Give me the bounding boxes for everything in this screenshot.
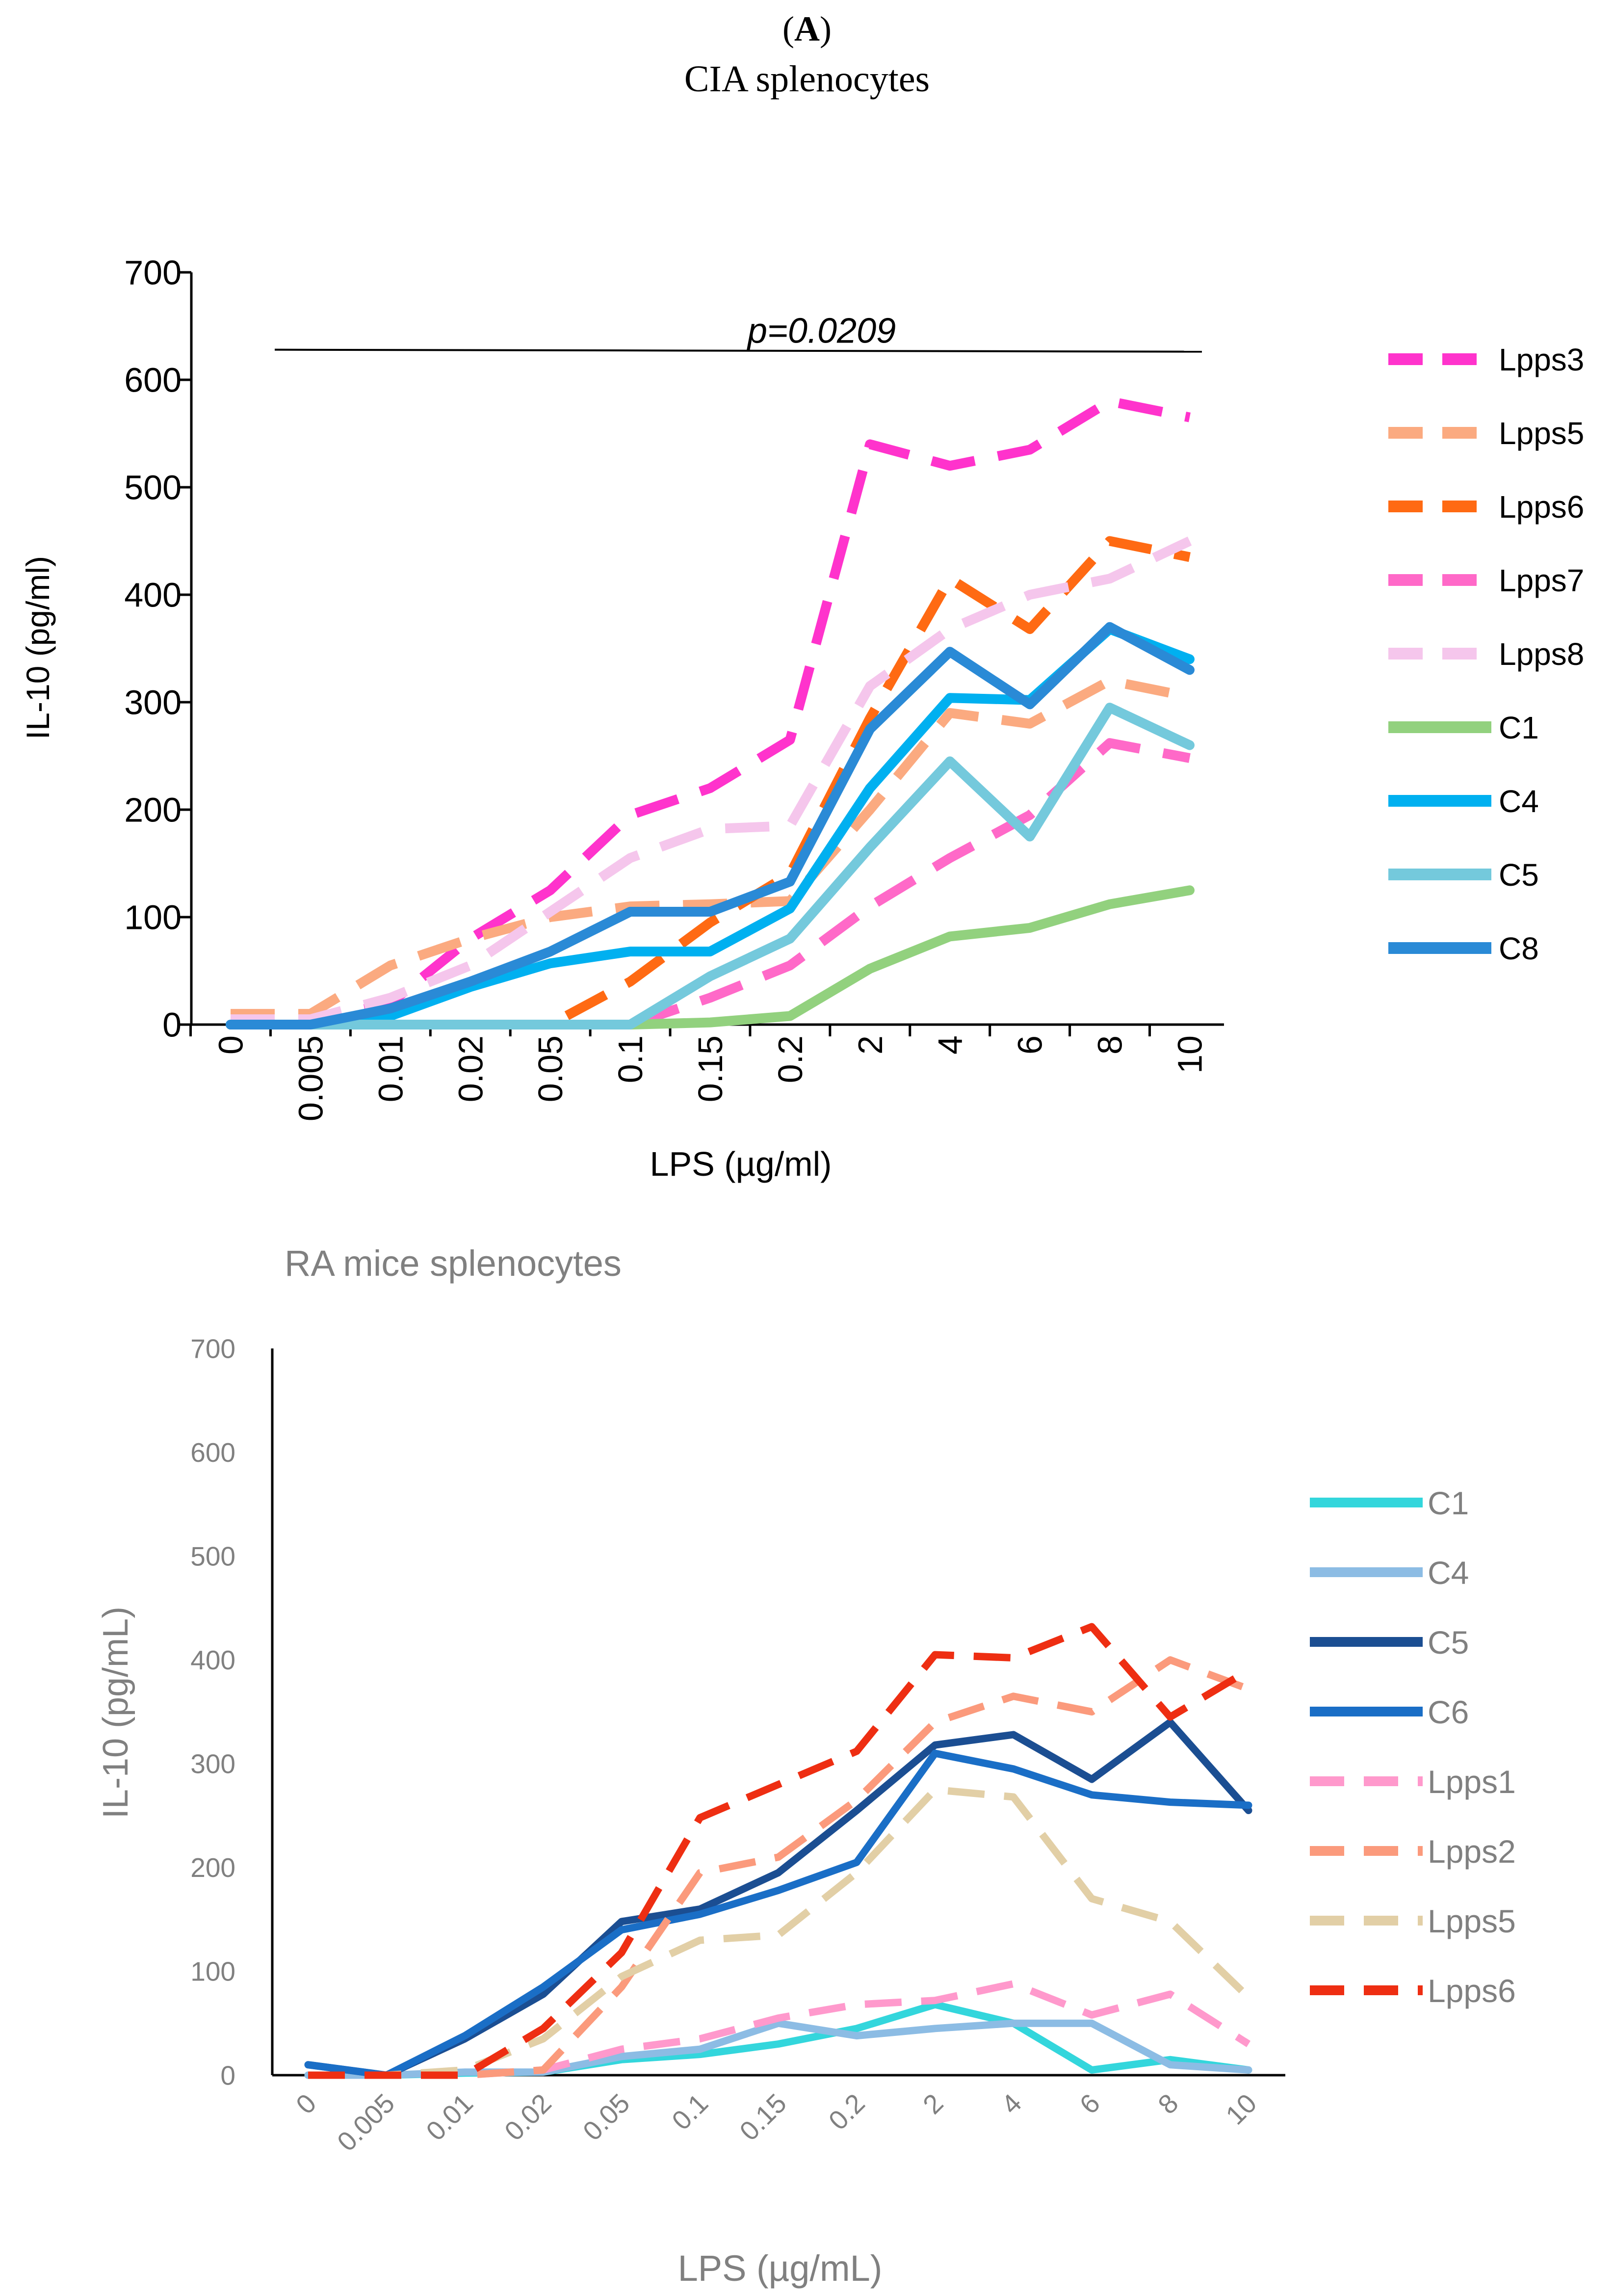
legend-label: Lpps7 (1499, 563, 1584, 598)
x-tick-label: 0.15 (733, 2088, 792, 2147)
x-tick-label: 0.15 (691, 1035, 729, 1102)
y-tick-label: 300 (124, 684, 182, 722)
panel-label: (A) (782, 9, 832, 49)
series-line-c8 (226, 622, 1195, 1029)
y-tick-label: 400 (190, 1645, 235, 1675)
x-tick-label: 0.01 (371, 1035, 410, 1102)
x-tick-label: 8 (1152, 2088, 1184, 2120)
y-tick-label: 100 (190, 1956, 235, 1987)
legend-label: C8 (1499, 931, 1539, 966)
panel-letter: A (794, 9, 820, 49)
x-tick-label: 6 (1074, 2088, 1106, 2120)
x-tick-label: 0.2 (771, 1035, 809, 1083)
legend-label: Lpps6 (1428, 1973, 1516, 2009)
y-tick-label: 300 (190, 1749, 235, 1779)
x-axis-label: LPS (µg/mL) (678, 2248, 883, 2289)
legend-label: C6 (1428, 1694, 1469, 1730)
x-tick-label: 0.1 (611, 1035, 650, 1083)
x-tick-label: 0.05 (577, 2088, 636, 2147)
series-line-lpps5 (231, 676, 1191, 1019)
legend-label: Lpps2 (1428, 1833, 1516, 1870)
y-tick-label: 700 (124, 254, 182, 292)
y-tick-label: 100 (124, 898, 182, 937)
y-tick-label: 700 (190, 1333, 235, 1364)
chart-2: RA mice splenocytes010020030040050060070… (96, 1243, 1516, 2289)
legend-label: C1 (1499, 710, 1539, 745)
x-tick-label: 2 (917, 2088, 949, 2120)
x-tick-label: 0.05 (531, 1035, 570, 1102)
legend-label: Lpps5 (1499, 416, 1584, 451)
y-tick-label: 200 (124, 791, 182, 829)
series-line-lpps2 (308, 1656, 1250, 2079)
legend-label: C1 (1428, 1485, 1469, 1521)
series-line-lpps8 (231, 536, 1192, 1025)
x-tick-label: 4 (995, 2088, 1027, 2120)
y-tick-label: 0 (162, 1006, 182, 1044)
x-tick-label: 0.01 (420, 2088, 479, 2147)
series-line-lpps1 (308, 1980, 1251, 2079)
y-tick-label: 0 (220, 2060, 235, 2090)
x-tick-label: 0 (290, 2088, 322, 2120)
legend-label: Lpps3 (1499, 342, 1584, 377)
legend-label: Lpps1 (1428, 1764, 1516, 1800)
legend-label: C5 (1499, 857, 1539, 893)
series-line-c4 (304, 2019, 1252, 2079)
legend-label: Lpps8 (1499, 636, 1584, 672)
chart-title-cia: CIA splenocytes (684, 58, 930, 100)
chart-title: RA mice splenocytes (285, 1243, 622, 1284)
legend-label: Lpps6 (1499, 489, 1584, 525)
legend-label: C4 (1428, 1555, 1469, 1591)
x-tick-label: 8 (1091, 1035, 1129, 1055)
y-tick-label: 500 (190, 1541, 235, 1571)
series-line-c5 (226, 703, 1195, 1029)
x-tick-label: 0.1 (666, 2088, 714, 2136)
x-tick-label: 0.2 (823, 2088, 871, 2136)
x-tick-label: 2 (851, 1035, 889, 1055)
x-tick-label: 0.005 (331, 2088, 400, 2157)
y-tick-label: 500 (124, 469, 182, 507)
x-tick-label: 0 (212, 1035, 250, 1055)
x-tick-label: 0.02 (451, 1035, 490, 1102)
y-tick-label: 200 (190, 1852, 235, 1883)
series-line-lpps3 (231, 396, 1191, 1027)
legend-label: C5 (1428, 1624, 1469, 1661)
series-line-lpps5 (308, 1786, 1251, 2079)
series-line-c6 (304, 1749, 1252, 2079)
significance-line (274, 348, 1202, 353)
x-tick-label: 0.005 (291, 1035, 330, 1121)
x-tick-label: 10 (1220, 2088, 1262, 2131)
series-line-lpps6 (308, 1623, 1250, 2079)
y-tick-label: 400 (124, 576, 182, 614)
p-value-annotation: p=0.0209 (747, 312, 896, 351)
x-tick-label: 10 (1171, 1035, 1209, 1074)
chart-1: 0 100 200 300 400 500 600 700 0 0.005 0.01 0.02 0.05… (20, 254, 1584, 1184)
y-tick-label: 600 (190, 1437, 235, 1468)
x-axis-label: LPS (µg/ml) (650, 1145, 832, 1183)
x-tick-label: 0.02 (498, 2088, 557, 2147)
y-tick-label: 600 (124, 361, 182, 399)
legend-label: C4 (1499, 784, 1539, 819)
legend-label: Lpps5 (1428, 1903, 1516, 1939)
x-tick-label: 6 (1011, 1035, 1049, 1055)
y-axis-label: IL-10 (pg/ml) (20, 556, 56, 739)
y-axis-label: IL-10 (pg/mL) (96, 1607, 135, 1819)
x-tick-label: 4 (931, 1035, 969, 1055)
